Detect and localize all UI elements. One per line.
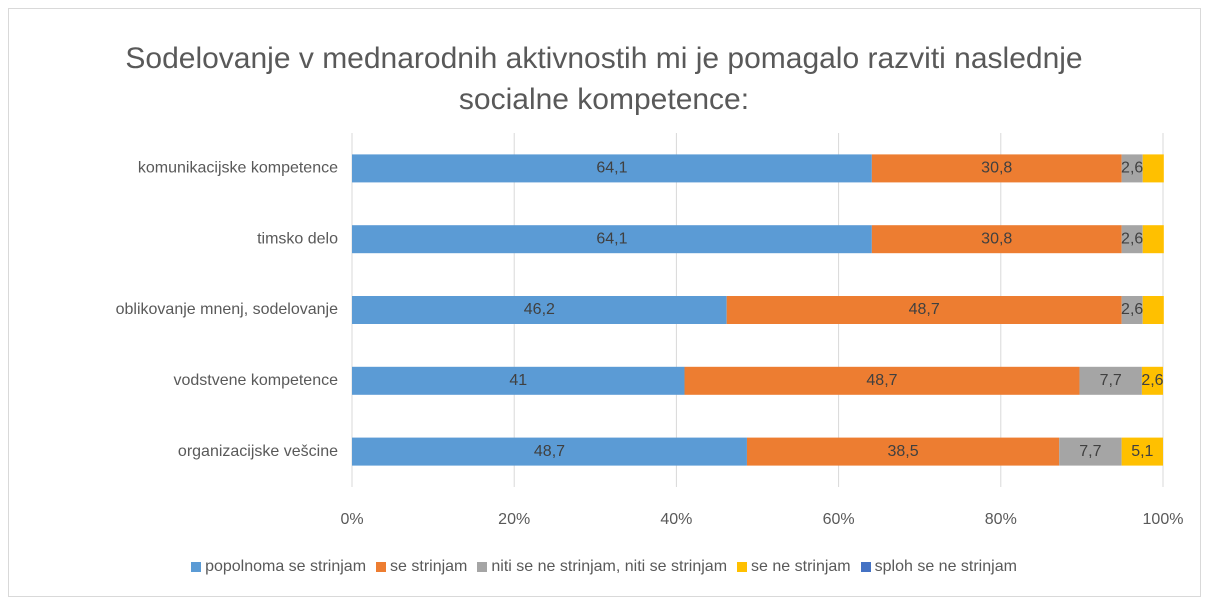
y-tick-label: organizacijske vešcine [178,443,338,460]
legend-label: se strinjam [390,558,468,575]
bar-segment [1121,296,1143,324]
data-label: 48,7 [909,301,940,318]
legend-item: sploh se ne strinjam [860,558,1017,576]
legend-swatch [860,562,871,572]
y-tick-label: vodstvene kompetence [173,372,338,389]
data-label: 38,5 [888,443,919,460]
bar-segment [871,225,1122,254]
bar-segment [352,296,727,324]
data-label: 7,7 [1100,372,1122,389]
legend-label: sploh se ne strinjam [874,558,1017,575]
data-label: 5,1 [1131,443,1153,460]
legend-label: popolnoma se strinjam [205,558,367,575]
data-label: 30,8 [981,160,1012,177]
bar-segment [352,154,872,183]
data-label: 64,1 [596,160,627,177]
bar-segment [352,225,872,254]
legend-swatch [191,562,202,572]
data-label: 7,7 [1079,443,1101,460]
data-label: 2,6 [1121,230,1143,247]
data-label: 30,8 [981,230,1012,247]
bar-segment [1142,296,1164,324]
data-label: 48,7 [534,443,565,460]
bar-segment [726,296,1122,324]
bar-segment [684,366,1080,395]
x-tick-label: 0% [340,511,363,528]
bar-segment [352,437,747,466]
data-label: 2,6 [1121,160,1143,177]
bar-segment [1121,225,1143,254]
data-label: 48,7 [866,372,897,389]
x-tick-label: 80% [985,511,1017,528]
y-tick-label: timsko delo [257,230,338,247]
data-label: 41 [509,372,527,389]
bar-segment [1142,225,1164,254]
legend-item: se ne strinjam [737,558,851,576]
legend-item: se strinjam [376,558,467,576]
bar-segment [1142,154,1164,183]
legend-label: niti se ne strinjam, niti se strinjam [491,558,728,575]
legend-label: se ne strinjam [751,558,851,575]
data-label: 2,6 [1121,301,1143,318]
x-tick-label: 40% [660,511,692,528]
bar-segment [1059,437,1122,466]
bar-segment [746,437,1060,466]
chart-border [8,8,1201,597]
data-label: 2,6 [1141,372,1163,389]
x-tick-label: 20% [498,511,530,528]
bar-segment [1121,437,1163,466]
y-tick-label: oblikovanje mnenj, sodelovanje [116,301,338,318]
y-tick-label: komunikacijske kompetence [138,160,338,177]
data-label: 64,1 [596,230,627,247]
chart-title: Sodelovanje v mednarodnih aktivnostih mi… [125,42,1083,116]
legend-swatch [376,562,387,572]
bar-segment [1141,366,1163,395]
legend-item: niti se ne strinjam, niti se strinjam [477,558,727,576]
bar-segment [871,154,1122,183]
bar-segment [1079,366,1142,395]
legend-item: popolnoma se strinjam [191,558,366,576]
bar-segment [352,366,685,395]
legend-swatch [737,562,748,572]
data-label: 46,2 [524,301,555,318]
legend: popolnoma se strinjam se strinjam niti se … [0,558,1208,576]
bar-segment [1121,154,1143,183]
x-tick-label: 60% [823,511,855,528]
x-tick-label: 100% [1143,511,1184,528]
legend-swatch [477,562,488,572]
